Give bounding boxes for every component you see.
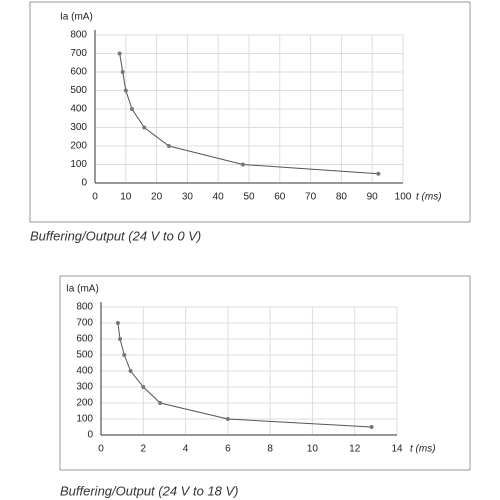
x-tick-label: 10: [307, 444, 319, 455]
y-tick-label: 500: [70, 85, 87, 96]
caption: Buffering/Output (24 V to 0 V): [30, 228, 201, 243]
chart-frame: [59, 275, 471, 471]
x-tick-label: 80: [336, 192, 348, 203]
x-tick-label: 40: [213, 192, 225, 203]
x-tick-label: 0: [98, 444, 104, 455]
x-tick-label: 30: [182, 192, 194, 203]
y-tick-label: 800: [76, 302, 93, 313]
chart-frame: [29, 1, 471, 223]
point: [115, 321, 120, 325]
x-tick-label: 60: [274, 192, 286, 203]
y-tick-label: 100: [76, 414, 93, 425]
point: [166, 144, 171, 148]
caption: Buffering/Output (24 V to 18 V): [60, 483, 239, 498]
x-tick-label: 50: [243, 192, 255, 203]
y-tick-label: 800: [70, 30, 87, 41]
point: [225, 417, 230, 421]
x-tick-label: 2: [141, 444, 147, 455]
point: [240, 162, 245, 167]
line: [119, 53, 379, 175]
y-tick-label: 200: [70, 141, 87, 152]
y-tick-label: 0: [81, 178, 87, 189]
x-tick-label: 8: [267, 444, 273, 455]
y-tick-label: 300: [70, 122, 87, 133]
point: [141, 385, 146, 389]
point: [158, 401, 163, 405]
point: [120, 70, 125, 74]
point: [122, 353, 127, 357]
x-tick-label: 100: [395, 192, 412, 203]
y-tick-label: 700: [70, 48, 87, 59]
point: [142, 125, 147, 130]
x-axis-label: t (ms): [410, 444, 436, 455]
y-tick-label: 600: [76, 334, 93, 345]
x-tick-label: 14: [391, 444, 403, 455]
x-tick-label: 90: [367, 192, 379, 203]
point: [117, 51, 122, 56]
x-tick-label: 20: [151, 192, 163, 203]
x-tick-label: 10: [120, 192, 132, 203]
y-tick-label: 200: [76, 398, 93, 409]
y-tick-label: 0: [87, 430, 93, 441]
y-axis-label: Ia (mA): [60, 12, 93, 23]
y-tick-label: 400: [76, 366, 93, 377]
y-tick-label: 100: [70, 159, 87, 170]
x-tick-label: 4: [183, 444, 189, 455]
x-tick-label: 6: [225, 444, 231, 455]
line: [117, 322, 372, 428]
x-tick-label: 0: [92, 192, 98, 203]
y-tick-label: 400: [70, 104, 87, 115]
point: [118, 337, 123, 341]
point: [128, 369, 133, 373]
point: [369, 425, 374, 429]
point: [123, 88, 128, 93]
x-tick-label: 70: [305, 192, 317, 203]
x-axis-label: t (ms): [416, 192, 442, 203]
y-tick-label: 500: [76, 350, 93, 361]
point: [129, 107, 134, 111]
y-tick-label: 300: [76, 382, 93, 393]
y-tick-label: 700: [76, 318, 93, 329]
y-tick-label: 600: [70, 67, 87, 78]
x-tick-label: 12: [349, 444, 361, 455]
point: [376, 171, 381, 176]
y-axis-label: Ia (mA): [66, 284, 99, 295]
